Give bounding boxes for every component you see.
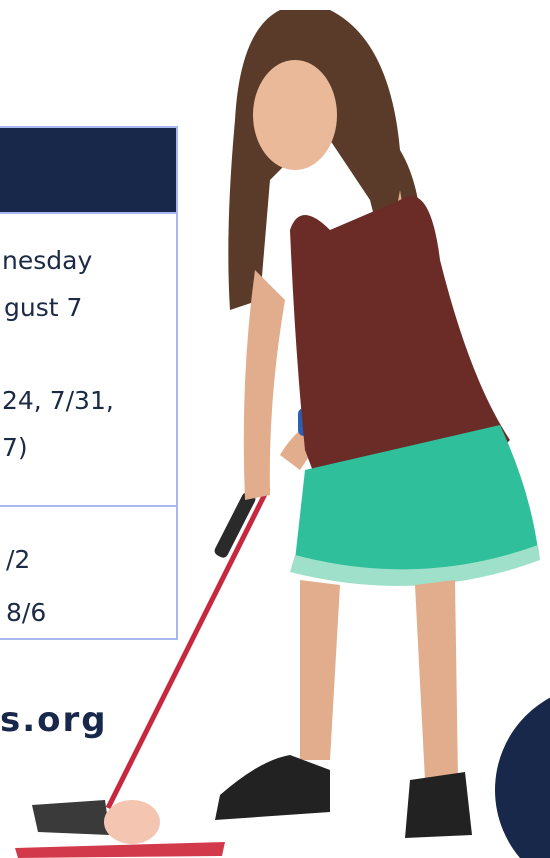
badge-circle (495, 685, 550, 858)
shoe (405, 772, 472, 838)
cell-text: /2 (6, 547, 30, 572)
cell-text: 24, 7/31, (2, 388, 114, 413)
cell-text: 7) (2, 435, 28, 460)
ball (104, 800, 160, 844)
row-divider (0, 505, 176, 507)
arm (244, 270, 285, 500)
face (253, 60, 337, 170)
website: s.org (0, 700, 108, 740)
leg (300, 580, 340, 760)
leg (415, 580, 458, 780)
shoe (215, 755, 330, 820)
cell-text: nesday (2, 248, 92, 273)
cell-text: gust 7 (4, 295, 82, 320)
row-divider (0, 212, 176, 214)
page: {"table": {"rows": [["nesday", "gust 7",… (0, 0, 550, 858)
mat (15, 842, 225, 858)
schedule-table: nesday gust 7 24, 7/31, 7) /2 8/6 (0, 126, 178, 640)
table-header (0, 128, 176, 212)
cell-text: 8/6 (6, 600, 46, 625)
club-head (32, 800, 110, 835)
